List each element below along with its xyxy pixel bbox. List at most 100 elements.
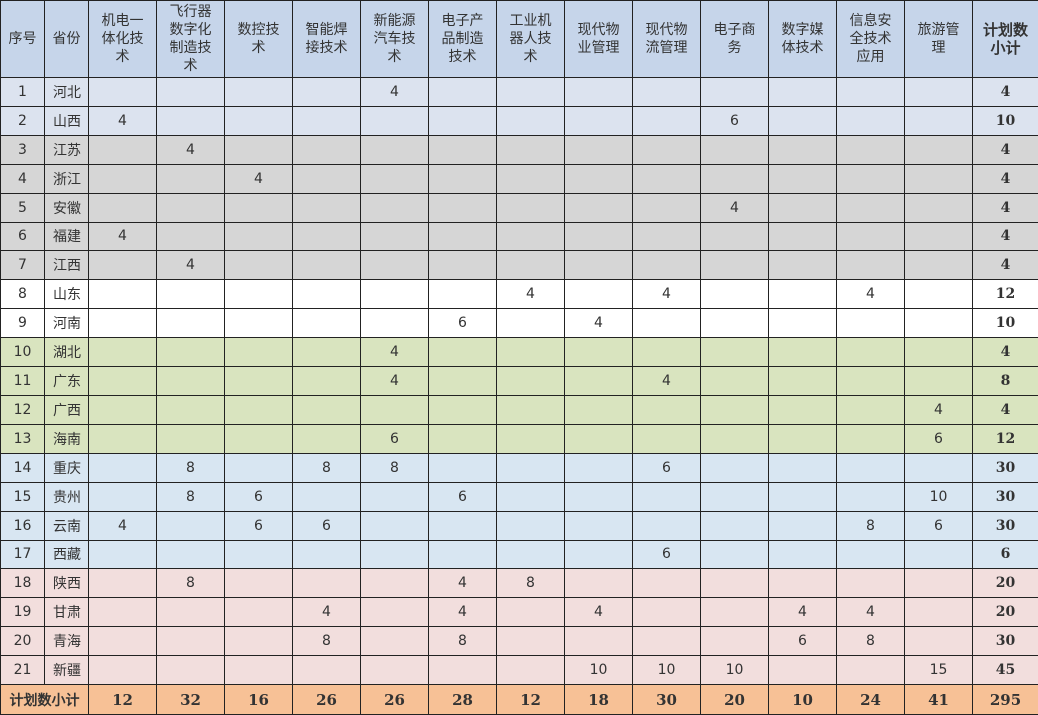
- row-value: 8: [836, 510, 905, 541]
- row-value: [836, 250, 905, 281]
- footer-value: 24: [836, 684, 905, 715]
- row-value: [224, 597, 293, 628]
- row-value: 4: [836, 597, 905, 628]
- row-value: 4: [360, 366, 429, 396]
- row-value: [836, 452, 905, 483]
- row-index: 1: [0, 77, 45, 107]
- row-value: [564, 539, 633, 570]
- row-value: 4: [632, 366, 701, 396]
- table-row: 5 安徽 4 4: [0, 192, 1038, 223]
- row-value: [632, 337, 701, 368]
- row-value: [292, 568, 361, 599]
- row-value: [768, 366, 837, 396]
- footer-value: 16: [224, 684, 293, 715]
- row-index: 8: [0, 279, 45, 310]
- row-value: [156, 597, 225, 628]
- row-value: 6: [224, 481, 293, 512]
- row-value: [632, 394, 701, 425]
- row-value: 10: [700, 655, 769, 686]
- row-index: 11: [0, 366, 45, 396]
- row-value: [428, 77, 497, 107]
- row-index: 5: [0, 192, 45, 223]
- row-value: 6: [360, 423, 429, 454]
- footer-value: 20: [700, 684, 769, 715]
- row-value: [360, 655, 429, 686]
- row-value: [292, 77, 361, 107]
- row-value: [292, 394, 361, 425]
- row-value: [88, 337, 157, 368]
- row-value: [836, 308, 905, 339]
- row-value: [768, 134, 837, 165]
- row-value: [224, 250, 293, 281]
- row-value: [88, 394, 157, 425]
- footer-total: 295: [972, 684, 1038, 715]
- row-index: 15: [0, 481, 45, 512]
- row-value: [700, 481, 769, 512]
- row-province: 江西: [44, 250, 89, 281]
- header-major: 信息安全技术应用: [836, 0, 905, 78]
- row-value: 15: [904, 655, 973, 686]
- row-value: [292, 105, 361, 136]
- row-value: [496, 221, 565, 252]
- table-row: 15 贵州 8 6 6 10 30: [0, 481, 1038, 512]
- row-value: [632, 510, 701, 541]
- row-province: 湖北: [44, 337, 89, 368]
- row-value: [156, 539, 225, 570]
- row-total: 30: [972, 510, 1038, 541]
- row-value: [292, 250, 361, 281]
- row-value: [496, 337, 565, 368]
- row-value: [88, 481, 157, 512]
- row-value: [360, 192, 429, 223]
- row-value: [564, 510, 633, 541]
- row-value: [496, 597, 565, 628]
- row-value: [564, 423, 633, 454]
- row-value: [564, 366, 633, 396]
- row-value: [904, 163, 973, 194]
- row-index: 13: [0, 423, 45, 454]
- row-value: [88, 539, 157, 570]
- row-value: [496, 655, 565, 686]
- row-value: [632, 568, 701, 599]
- row-value: 6: [768, 626, 837, 657]
- row-value: [360, 597, 429, 628]
- row-value: [836, 192, 905, 223]
- row-value: [632, 423, 701, 454]
- row-total: 8: [972, 366, 1038, 396]
- row-value: [224, 308, 293, 339]
- row-value: [496, 134, 565, 165]
- row-value: [904, 279, 973, 310]
- row-value: [428, 510, 497, 541]
- row-value: [156, 423, 225, 454]
- row-value: [768, 221, 837, 252]
- row-value: [632, 626, 701, 657]
- table-row: 2 山西 4 6 10: [0, 105, 1038, 136]
- row-value: [564, 452, 633, 483]
- row-value: 4: [88, 510, 157, 541]
- row-value: [292, 423, 361, 454]
- table-row: 7 江西 4 4: [0, 250, 1038, 281]
- row-value: [904, 568, 973, 599]
- row-value: [904, 626, 973, 657]
- footer-value: 26: [360, 684, 429, 715]
- row-value: [224, 105, 293, 136]
- row-value: [224, 366, 293, 396]
- row-total: 20: [972, 597, 1038, 628]
- row-value: [768, 105, 837, 136]
- header-major: 旅游管理: [904, 0, 973, 78]
- table-row: 11 广东 4 4 8: [0, 366, 1038, 396]
- row-value: [836, 366, 905, 396]
- row-value: [836, 221, 905, 252]
- header-major: 飞行器数字化制造技术: [156, 0, 225, 78]
- row-value: [224, 279, 293, 310]
- row-value: [88, 655, 157, 686]
- row-value: [428, 163, 497, 194]
- row-value: [360, 163, 429, 194]
- row-index: 20: [0, 626, 45, 657]
- row-province: 西藏: [44, 539, 89, 570]
- row-value: 8: [360, 452, 429, 483]
- row-value: 10: [632, 655, 701, 686]
- row-value: [904, 192, 973, 223]
- row-value: [768, 337, 837, 368]
- row-value: [768, 163, 837, 194]
- table-row: 13 海南 6 6 12: [0, 423, 1038, 454]
